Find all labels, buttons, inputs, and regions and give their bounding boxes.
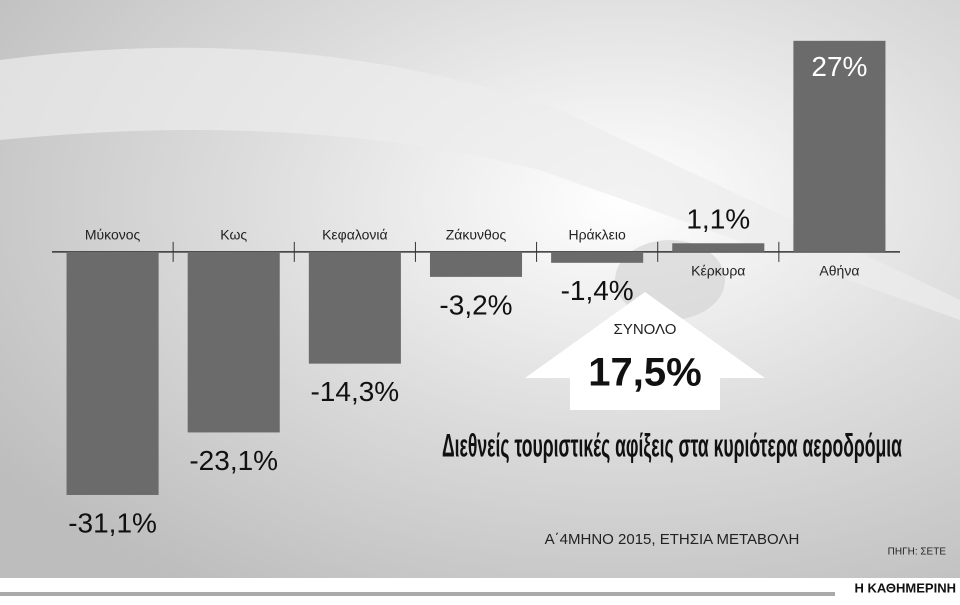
value-label: -3,2% <box>439 289 512 320</box>
bar <box>793 40 886 252</box>
total-value: 17,5% <box>588 351 701 395</box>
value-label: 1,1% <box>686 204 750 235</box>
x-tick-label: Αθήνα <box>819 263 859 279</box>
x-tick-label: Κέρκυρα <box>691 263 745 279</box>
value-label: 27% <box>811 51 867 82</box>
publisher: Η ΚΑΘΗΜΕΡΙΝΗ <box>855 580 957 595</box>
value-label: -23,1% <box>189 445 278 476</box>
total-label: ΣΥΝΟΛΟ <box>614 321 677 338</box>
bar <box>551 251 644 263</box>
x-tick-label: Ζάκυνθος <box>446 227 507 243</box>
chart-title: Διεθνείς τουριστικές αφίξεις στα κυριότε… <box>442 427 902 463</box>
footer-rule <box>0 592 835 596</box>
bar <box>66 251 159 495</box>
total-arrow <box>525 292 765 410</box>
value-label: -31,1% <box>68 507 157 538</box>
x-tick-label: Κως <box>220 227 247 243</box>
x-tick-label: Ηράκλειο <box>568 227 626 243</box>
bar <box>429 251 523 277</box>
plane-decor <box>0 47 960 320</box>
chart-subtitle: Α΄4ΜΗΝΟ 2015, ΕΤΗΣΙΑ ΜΕΤΑΒΟΛΗ <box>545 531 800 548</box>
bar <box>308 251 401 364</box>
bar <box>672 243 765 252</box>
value-label: -1,4% <box>561 275 634 306</box>
x-tick-label: Μύκονος <box>85 227 141 243</box>
value-label: -14,3% <box>310 376 399 407</box>
x-tick-label: Κεφαλονιά <box>322 227 388 243</box>
bar <box>187 251 280 433</box>
source: ΠΗΓΗ: ΣΕΤΕ <box>888 547 947 558</box>
